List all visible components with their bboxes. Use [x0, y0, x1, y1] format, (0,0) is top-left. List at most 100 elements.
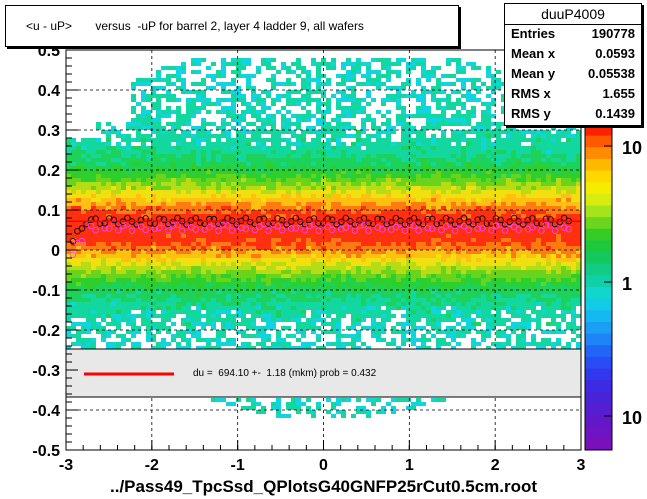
palette-swatch	[585, 193, 612, 206]
profile-point-magenta	[429, 225, 436, 233]
color-palette: 10 1 10	[584, 123, 642, 451]
palette-swatch	[585, 333, 612, 346]
x-axis-title: ../Pass49_TpcSsd_QPlotsG40GNFP25rCut0.5c…	[110, 477, 538, 496]
profile-point-black	[269, 219, 277, 227]
profile-point-magenta	[565, 225, 572, 233]
profile-point-magenta	[265, 227, 272, 235]
palette-swatch	[585, 240, 612, 253]
profile-point-magenta	[488, 227, 495, 234]
profile-point-magenta	[128, 227, 136, 235]
profile-point-magenta	[492, 222, 500, 229]
profile-point-magenta	[219, 221, 227, 229]
profile-point-black	[378, 216, 386, 223]
profile-point-magenta	[356, 222, 363, 229]
profile-point-magenta	[465, 226, 472, 234]
profile-point-black	[424, 216, 431, 223]
profile-point-magenta	[106, 225, 113, 232]
profile-point-magenta	[529, 224, 536, 231]
x-tick-label: 3	[577, 457, 586, 474]
profile-point-magenta	[515, 226, 522, 233]
palette-swatch	[585, 345, 612, 358]
heatmap-cells	[66, 58, 581, 418]
profile-point-magenta	[524, 226, 532, 233]
profile-point-magenta	[242, 225, 249, 233]
palette-swatch	[585, 217, 612, 230]
profile-point-magenta	[215, 227, 222, 234]
profile-point-magenta	[78, 237, 86, 245]
palette-swatch	[585, 403, 612, 416]
palette-swatch	[585, 170, 612, 183]
profile-point-magenta	[160, 219, 168, 227]
palette-swatch	[585, 182, 612, 195]
profile-point-magenta	[328, 226, 336, 234]
fit-legend-text: du = 694.10 +- 1.18 (mkm) prob = 0.432	[193, 368, 377, 379]
profile-point-black	[533, 219, 541, 227]
profile-point-magenta	[92, 227, 99, 234]
y-tick-label: -0.3	[32, 363, 60, 380]
profile-point-magenta	[378, 226, 386, 233]
profile-point-magenta	[192, 226, 199, 233]
profile-point-black	[146, 219, 154, 227]
palette-swatch	[585, 415, 612, 428]
profile-point-magenta	[351, 227, 359, 234]
stats-value: 0.05538	[588, 66, 635, 81]
palette-swatch	[585, 275, 612, 288]
palette-swatch	[585, 147, 612, 160]
y-tick-label: 0.2	[38, 163, 60, 180]
stats-value: 0.1439	[595, 106, 635, 121]
palette-swatch	[585, 287, 612, 300]
profile-point-black	[160, 216, 168, 223]
profile-point-black	[74, 227, 81, 235]
chart-title: <u - uP> versus -uP for barrel 2, layer …	[26, 19, 364, 33]
chart-title-box: <u - uP> versus -uP for barrel 2, layer …	[5, 5, 459, 47]
profile-point-magenta	[178, 227, 186, 234]
stats-key: Entries	[511, 26, 556, 41]
profile-point-magenta	[142, 226, 149, 234]
stats-box: duuP4009 Entries 190778 Mean x 0.0593 Me…	[504, 3, 642, 126]
y-tick-label: -0.4	[32, 403, 60, 420]
x-tick-label: -3	[59, 457, 73, 474]
palette-swatch	[585, 205, 612, 218]
profile-point-black	[447, 217, 454, 224]
profile-point-magenta	[338, 225, 345, 233]
profile-point-magenta	[451, 227, 459, 235]
palette-swatch	[585, 368, 612, 381]
stats-name: duuP4009	[505, 4, 641, 25]
palette-swatch	[585, 124, 612, 137]
profile-point-magenta	[292, 225, 300, 232]
y-tick-label: 0.1	[38, 203, 60, 220]
stats-row-rms-x: RMS x 1.655	[511, 84, 637, 104]
palette-swatch	[585, 298, 612, 311]
profile-markers	[66, 214, 581, 259]
profile-point-black	[497, 216, 504, 224]
profile-point-magenta	[228, 227, 236, 234]
palette-swatch	[585, 252, 612, 265]
y-tick-label: 0.3	[38, 123, 60, 140]
profile-point-magenta	[69, 251, 77, 259]
profile-point-black	[524, 216, 532, 224]
profile-point-magenta	[342, 224, 350, 231]
x-tick-label: 2	[491, 457, 500, 474]
profile-point-magenta	[156, 224, 163, 232]
profile-point-magenta	[165, 227, 172, 234]
profile-point-magenta	[287, 225, 295, 232]
palette-swatch	[585, 263, 612, 276]
y-tick-label: -0.5	[32, 443, 60, 460]
profile-point-black	[137, 216, 145, 224]
profile-point-black	[87, 216, 95, 223]
stats-value: 0.0593	[595, 46, 635, 61]
palette-swatch	[585, 391, 612, 404]
palette-tick-label: 10	[622, 408, 642, 428]
profile-point-magenta	[538, 227, 545, 234]
palette-swatch	[585, 321, 612, 335]
axes: -3 -2 -1 0 1 2 3 -0.5 -0.4 -0.3 -0.2 -0.1 0 0.1 0.2 0.3…	[32, 43, 585, 474]
profile-point-magenta	[87, 222, 95, 230]
stats-key: RMS y	[511, 106, 551, 121]
profile-point-black	[101, 219, 108, 227]
profile-point-magenta	[479, 224, 486, 232]
palette-swatch	[585, 426, 612, 439]
stats-value: 1.655	[602, 86, 635, 101]
profile-point-magenta	[110, 219, 118, 227]
palette-swatch	[585, 158, 612, 172]
